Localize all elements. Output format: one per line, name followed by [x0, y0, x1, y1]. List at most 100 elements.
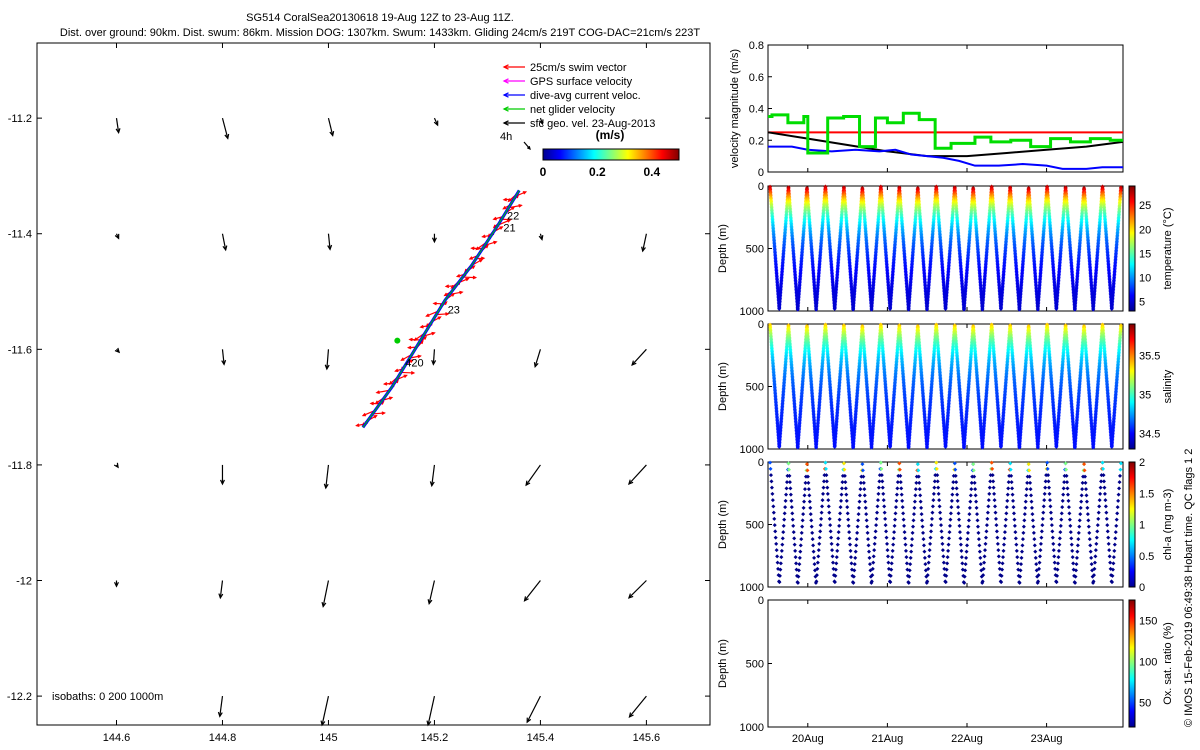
chart-title-line2: Dist. over ground: 90km. Dist. swum: 86k… [59, 27, 701, 39]
geo-vector-head [538, 119, 544, 126]
temperature-sample-point [906, 307, 911, 312]
swim-vector [508, 204, 523, 209]
geo-vector-head [627, 479, 634, 486]
geo-vector-head [431, 359, 437, 366]
swim-vector-head [394, 368, 399, 373]
geo-vector [327, 117, 335, 137]
geo-vector-head [113, 581, 119, 588]
legend-swatch-4 [502, 120, 525, 126]
legend-label: GPS surface velocity [530, 76, 633, 88]
map-colorbar-tick: 0.2 [589, 165, 606, 179]
swim-vector-head [443, 292, 448, 297]
geo-vector-shaft [327, 233, 331, 250]
geo-vector-head [433, 120, 439, 127]
geo-vector [321, 580, 330, 608]
temperature-colorbar-tick: 15 [1139, 248, 1151, 260]
temperature-y-tick-label: 0 [758, 181, 764, 193]
scale-arrow-shaft [523, 141, 531, 150]
map-y-tick-label: -11.8 [8, 460, 32, 472]
swim-vector-head [374, 400, 379, 405]
swim-vector-head [413, 337, 418, 342]
geo-vector-head [627, 593, 634, 599]
geo-vector-shaft [428, 580, 436, 604]
geo-vector-head [538, 234, 544, 241]
map-y-tick-label: -12.2 [7, 691, 32, 703]
map-colorbar-tick: 0 [540, 165, 547, 179]
swim-vector-head [502, 197, 507, 202]
geo-vector [221, 349, 227, 366]
legend-label: dive-avg current veloc. [530, 90, 641, 102]
isobaths-label: isobaths: 0 200 1000m [52, 691, 163, 703]
geo-vector [641, 233, 647, 253]
geo-vector [113, 462, 119, 469]
map-x-tick-label: 145.6 [633, 732, 661, 744]
temperature-sample-point [832, 306, 837, 311]
swim-vector-shaft [508, 204, 522, 209]
map-x-tick-label: 145.4 [527, 732, 555, 744]
swim-vector-head [459, 290, 464, 295]
geo-vector [327, 233, 333, 251]
track-map-panel: 144.6 144.8 145 145.2 145.4 145.6-11.2-11.4-1… [7, 42, 711, 744]
geo-vector-shaft [431, 464, 436, 486]
swim-vector-shaft [376, 389, 390, 394]
swim-vector-head [425, 313, 430, 317]
geo-vector [323, 464, 330, 490]
vel-y-tick-label: 0.8 [749, 40, 764, 52]
geo-vector-head [631, 360, 637, 366]
geo-vector [426, 695, 436, 727]
map-legend: 25cm/s swim vector GPS surface velocity di… [500, 62, 680, 179]
geo-vector-head [525, 480, 531, 487]
geo-vector-shaft [526, 695, 541, 723]
temperature-sample-point [814, 306, 819, 311]
swim-vector-head [468, 256, 473, 260]
swim-vector-head [518, 204, 523, 208]
legend-swatch-3 [502, 106, 525, 112]
map-colorbar-title: (m/s) [596, 128, 625, 142]
scale-arrow-head [527, 145, 531, 151]
temperature-colorbar-tick: 25 [1139, 200, 1151, 212]
legend-swatch-0-head [502, 64, 509, 70]
geo-vector-head [426, 720, 432, 727]
geo-vector [533, 349, 541, 368]
geo-vector-head [221, 359, 227, 366]
temperature-sample-point [962, 307, 967, 312]
geo-vector [433, 117, 439, 127]
geo-vector [320, 695, 330, 727]
swim-vector-head [382, 381, 388, 386]
geo-vector [525, 464, 541, 487]
swim-vector-head [410, 371, 416, 375]
geo-vector-shaft [628, 695, 647, 718]
swim-vector-head [507, 198, 512, 203]
swim-vector-shaft [462, 276, 476, 279]
temperature-colorbar-label: temperature (°C) [1162, 207, 1174, 289]
vel-series-3 [768, 111, 1123, 155]
dive-number-label: 21 [503, 222, 515, 234]
legend-swatch-1-head [502, 78, 509, 84]
geo-vector [217, 696, 224, 718]
geo-vector [628, 695, 647, 718]
legend-label: 25cm/s swim vector [530, 62, 627, 74]
vel-y-tick-label: 0.4 [749, 104, 764, 116]
geo-vector [431, 349, 437, 366]
temperature-sample-point [851, 307, 856, 312]
map-colorbar [542, 148, 680, 161]
swim-vector-head [444, 284, 450, 289]
swim-vector-shaft [436, 313, 449, 316]
swim-vector [462, 275, 478, 280]
swim-vector-head [465, 277, 470, 282]
swim-vector-head [381, 411, 386, 416]
temperature-sample-point [795, 307, 800, 312]
map-y-tick-label: -11.6 [8, 344, 32, 356]
swim-vector-head [375, 390, 380, 394]
geo-vector [523, 580, 541, 602]
vel-series-2 [768, 145, 1123, 170]
swim-vector-head [437, 316, 442, 320]
salinity-colorbar-tick: 34.5 [1139, 428, 1160, 440]
geo-vector [221, 117, 230, 140]
geo-vector-shaft [327, 117, 334, 136]
geo-vector-head [431, 237, 437, 244]
salinity-colorbar-tick: 35 [1139, 389, 1151, 401]
swim-vector-head [472, 275, 478, 280]
